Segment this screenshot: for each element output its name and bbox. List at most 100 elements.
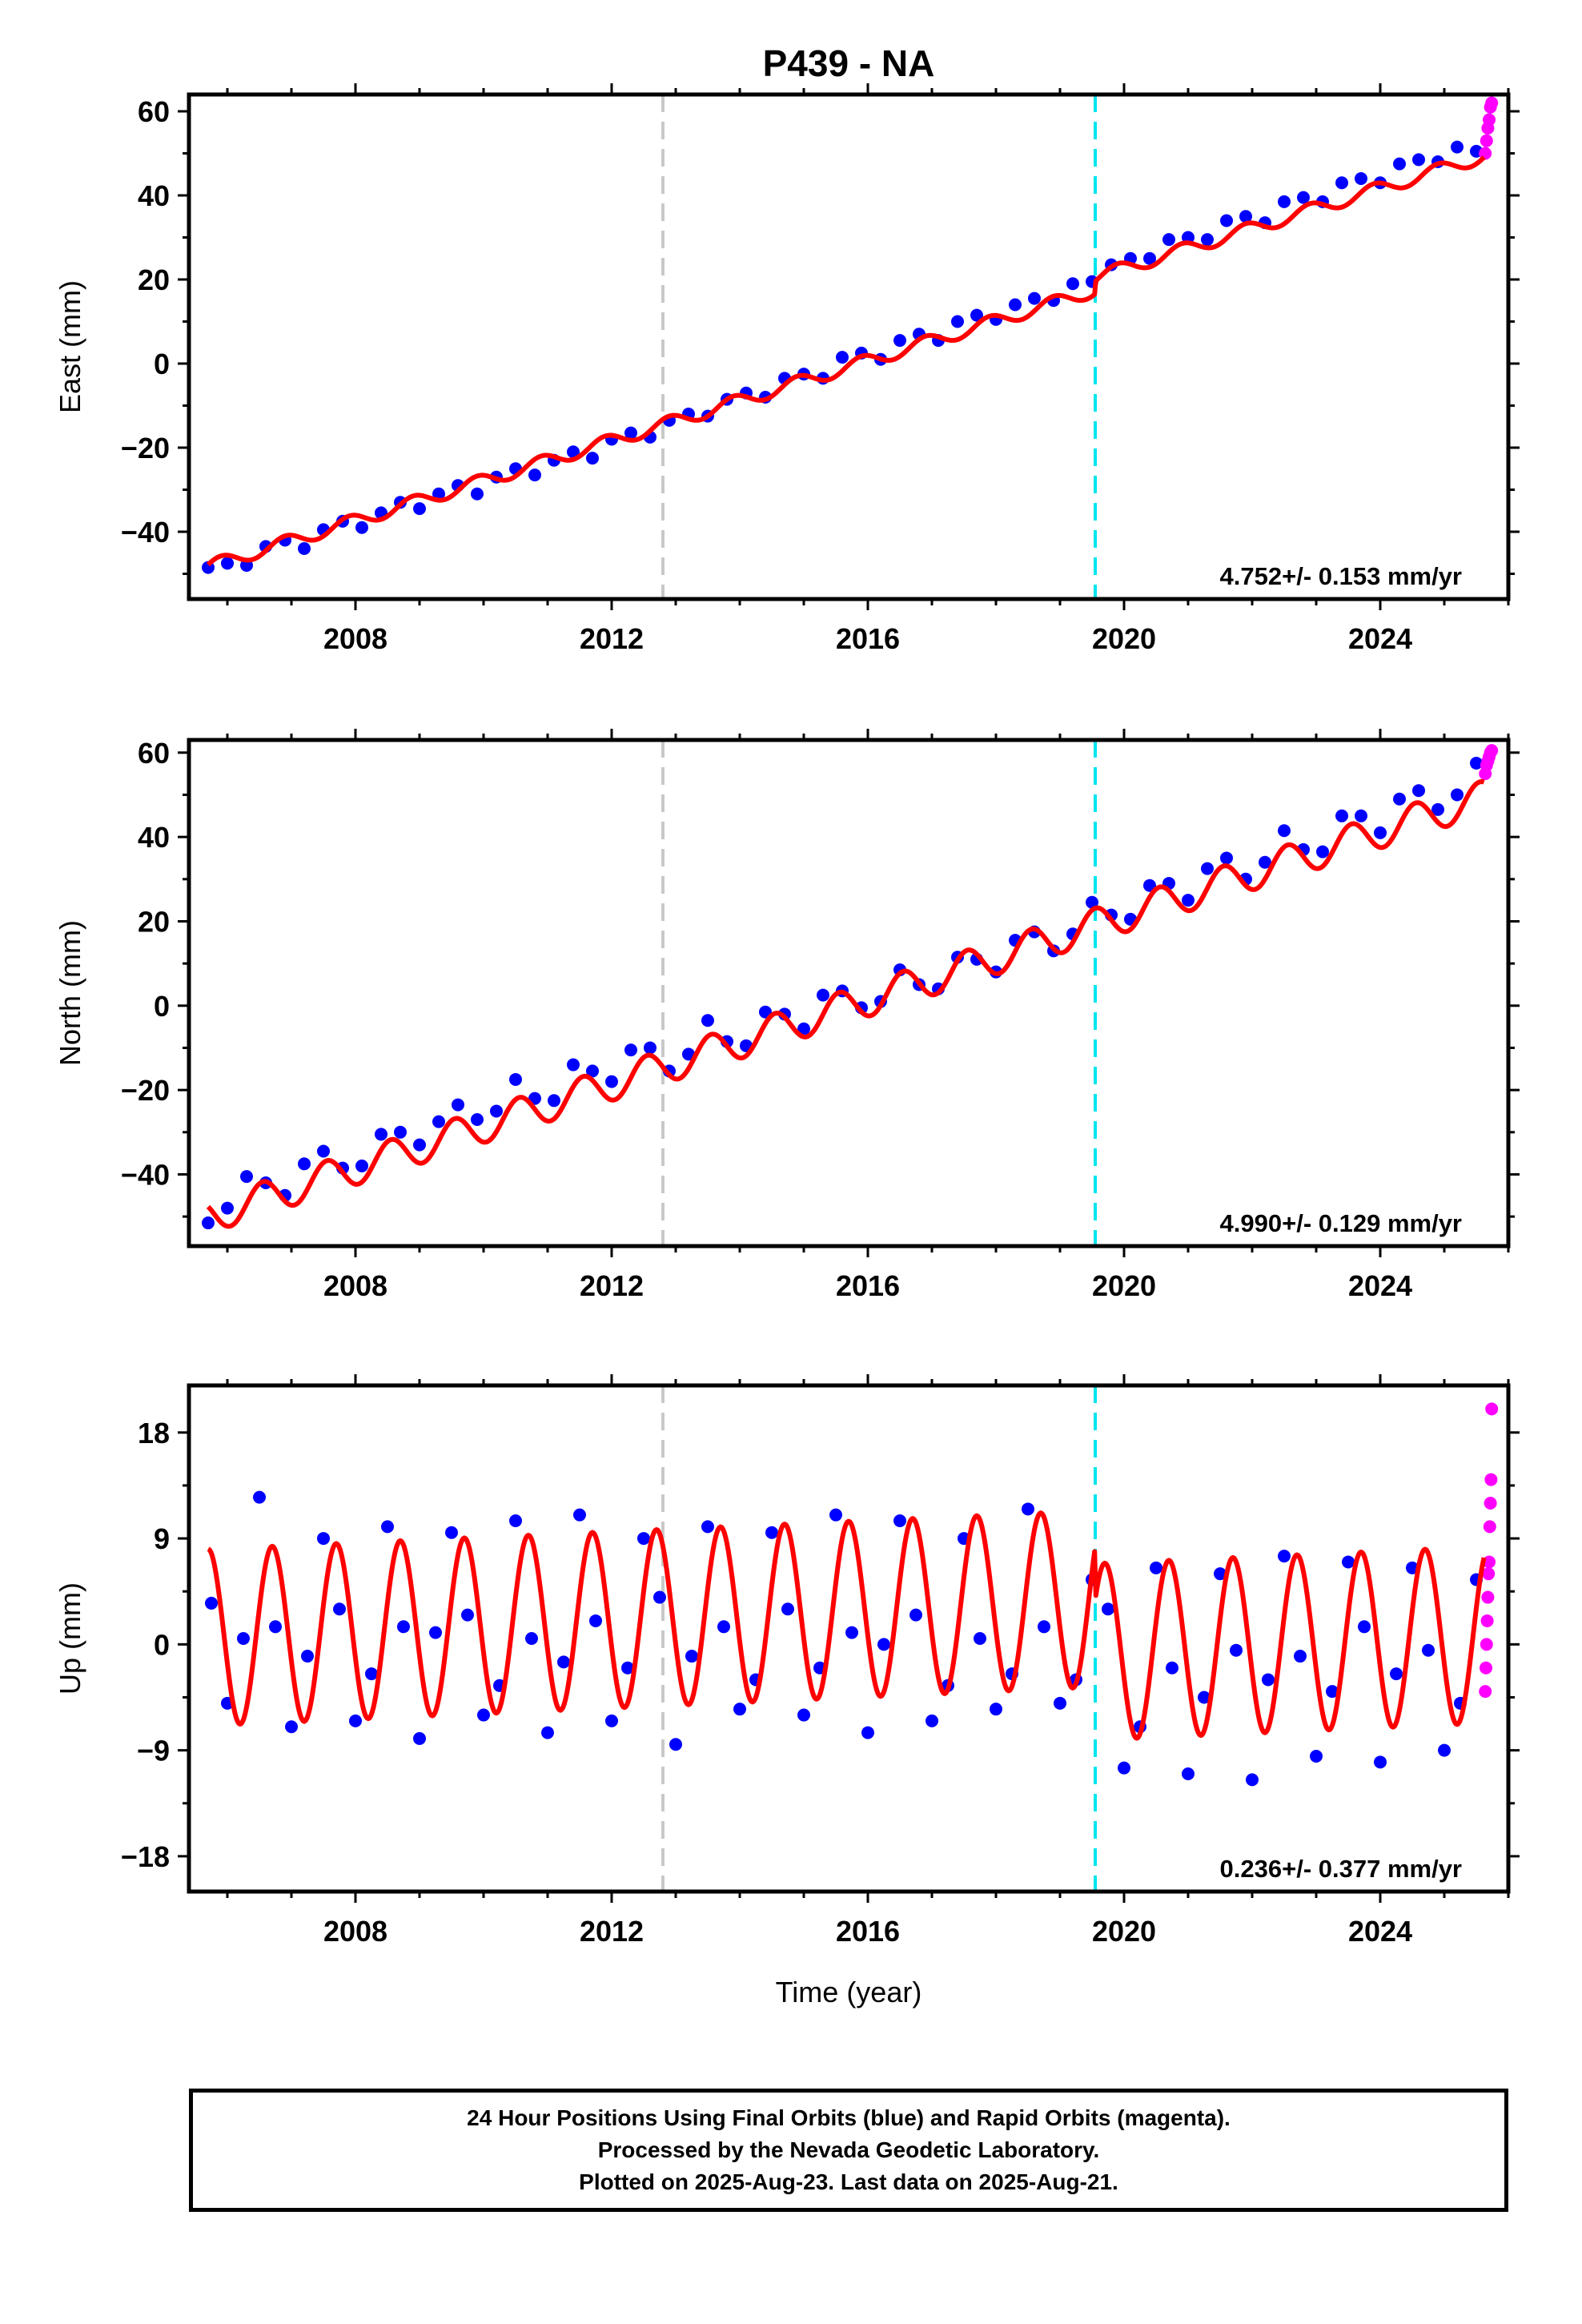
east-rate-label: 4.752+/- 0.153 mm/yr bbox=[1220, 562, 1462, 590]
up-y-tick-label: 9 bbox=[154, 1522, 170, 1555]
up-rate-label: 0.236+/- 0.377 mm/yr bbox=[1220, 1855, 1462, 1883]
up-final-orbit-point bbox=[845, 1626, 858, 1639]
north-final-orbit-point bbox=[394, 1125, 407, 1139]
north-final-orbit-point bbox=[490, 1104, 503, 1118]
north-final-orbit-point bbox=[1412, 784, 1425, 798]
up-final-orbit-point bbox=[1358, 1620, 1371, 1634]
up-final-orbit-point bbox=[1214, 1567, 1227, 1581]
east-final-orbit-point bbox=[432, 487, 445, 501]
footer-line-orbits: 24 Hour Positions Using Final Orbits (bl… bbox=[467, 2105, 1231, 2130]
up-plot-area bbox=[205, 1402, 1499, 1787]
north-y-tick-label: 60 bbox=[138, 737, 170, 770]
north-x-tick-label: 2024 bbox=[1348, 1269, 1412, 1302]
up-final-orbit-point bbox=[893, 1514, 906, 1528]
up-rapid-orbit-point bbox=[1485, 1402, 1499, 1416]
east-y-tick-label: 60 bbox=[138, 95, 170, 128]
east-final-orbit-point bbox=[1355, 172, 1367, 185]
north-x-tick-label: 2008 bbox=[323, 1269, 387, 1302]
east-final-orbit-point bbox=[1143, 251, 1156, 265]
up-final-orbit-point bbox=[1294, 1650, 1307, 1663]
north-final-orbit-point bbox=[298, 1157, 311, 1171]
north-final-orbit-point bbox=[355, 1159, 368, 1172]
up-final-orbit-point bbox=[301, 1650, 314, 1663]
north-final-orbit-point bbox=[1086, 895, 1098, 909]
up-final-orbit-point bbox=[1310, 1749, 1323, 1763]
up-final-orbit-point bbox=[990, 1703, 1002, 1716]
up-final-orbit-point bbox=[1326, 1685, 1339, 1699]
north-model-fit-line bbox=[206, 779, 1485, 1229]
footer-caption-box: 24 Hour Positions Using Final Orbits (bl… bbox=[189, 2089, 1508, 2212]
up-final-orbit-point bbox=[653, 1590, 666, 1604]
north-final-orbit-point bbox=[624, 1043, 637, 1057]
up-x-tick-label: 2012 bbox=[580, 1915, 644, 1948]
north-final-orbit-point bbox=[1470, 756, 1483, 770]
up-final-orbit-point bbox=[685, 1650, 698, 1663]
up-final-orbit-point bbox=[1166, 1661, 1178, 1675]
north-final-orbit-point bbox=[1259, 855, 1271, 869]
up-final-orbit-point bbox=[1246, 1773, 1259, 1787]
up-final-orbit-point bbox=[733, 1703, 746, 1716]
east-y-tick-label: −40 bbox=[121, 516, 170, 549]
east-final-orbit-point bbox=[951, 315, 964, 328]
east-final-orbit-point bbox=[413, 502, 426, 516]
east-final-orbit-point bbox=[1028, 292, 1041, 305]
east-x-tick-label: 2024 bbox=[1348, 622, 1412, 655]
up-final-orbit-point bbox=[285, 1720, 298, 1734]
footer-line-plotted: Plotted on 2025-Aug-23. Last data on 202… bbox=[579, 2169, 1118, 2194]
up-y-axis-label: Up (mm) bbox=[54, 1582, 86, 1695]
east-final-orbit-point bbox=[836, 351, 849, 364]
up-rapid-orbit-point bbox=[1482, 1567, 1496, 1581]
north-final-orbit-point bbox=[1431, 802, 1444, 816]
north-y-axis-label: North (mm) bbox=[54, 920, 86, 1066]
north-final-orbit-point bbox=[317, 1144, 330, 1158]
east-final-orbit-point bbox=[1412, 153, 1425, 167]
east-final-orbit-point bbox=[586, 452, 599, 465]
north-final-orbit-point bbox=[567, 1058, 580, 1072]
up-final-orbit-point bbox=[1422, 1643, 1435, 1657]
up-rapid-orbit-point bbox=[1484, 1473, 1498, 1486]
north-final-orbit-point bbox=[1143, 879, 1156, 892]
east-final-orbit-point bbox=[355, 521, 368, 534]
up-x-tick-label: 2020 bbox=[1092, 1915, 1156, 1948]
up-final-orbit-point bbox=[1390, 1667, 1403, 1681]
north-final-orbit-point bbox=[1316, 845, 1329, 858]
up-final-orbit-point bbox=[461, 1608, 474, 1622]
east-final-orbit-point bbox=[1239, 210, 1252, 223]
east-final-orbit-point bbox=[1220, 214, 1233, 227]
north-final-orbit-point bbox=[817, 988, 829, 1002]
up-final-orbit-point bbox=[589, 1614, 602, 1627]
north-final-orbit-point bbox=[548, 1094, 560, 1108]
north-final-orbit-point bbox=[797, 1022, 810, 1035]
up-final-orbit-point bbox=[1342, 1555, 1355, 1569]
up-final-orbit-point bbox=[829, 1508, 842, 1522]
east-y-tick-label: 40 bbox=[138, 179, 170, 212]
up-final-orbit-point bbox=[1374, 1755, 1387, 1769]
north-final-orbit-point bbox=[202, 1216, 215, 1230]
up-x-tick-label: 2024 bbox=[1348, 1915, 1412, 1948]
up-final-orbit-point bbox=[797, 1708, 810, 1722]
east-x-tick-label: 2008 bbox=[323, 622, 387, 655]
up-final-orbit-point bbox=[861, 1726, 874, 1739]
east-final-orbit-point bbox=[1162, 233, 1175, 247]
up-axes-frame bbox=[187, 1383, 1511, 1894]
north-final-orbit-point bbox=[1374, 826, 1387, 839]
east-final-orbit-point bbox=[1278, 195, 1291, 208]
up-final-orbit-point bbox=[1054, 1696, 1066, 1710]
up-panel: 2008 2012 2016 2020 2024 −18 −9 0 9 18 Up (mm) 0.23… bbox=[54, 1374, 1520, 1948]
east-final-orbit-point bbox=[970, 308, 983, 322]
footer-line-processed: Processed by the Nevada Geodetic Laborat… bbox=[597, 2137, 1100, 2162]
x-axis-label: Time (year) bbox=[776, 1976, 922, 2008]
north-final-orbit-point bbox=[586, 1064, 599, 1078]
north-final-orbit-point bbox=[240, 1170, 253, 1184]
east-final-orbit-point bbox=[1201, 233, 1214, 247]
east-final-orbit-point bbox=[1335, 176, 1348, 190]
north-rate-label: 4.990+/- 0.129 mm/yr bbox=[1220, 1209, 1462, 1237]
up-final-orbit-point bbox=[877, 1638, 890, 1651]
north-final-orbit-point bbox=[509, 1072, 522, 1086]
up-final-orbit-point bbox=[909, 1608, 922, 1622]
north-final-orbit-point bbox=[1278, 824, 1291, 838]
up-final-orbit-point bbox=[1150, 1561, 1162, 1574]
north-y-tick-label: 20 bbox=[138, 905, 170, 938]
east-y-tick-label: −20 bbox=[121, 432, 170, 464]
